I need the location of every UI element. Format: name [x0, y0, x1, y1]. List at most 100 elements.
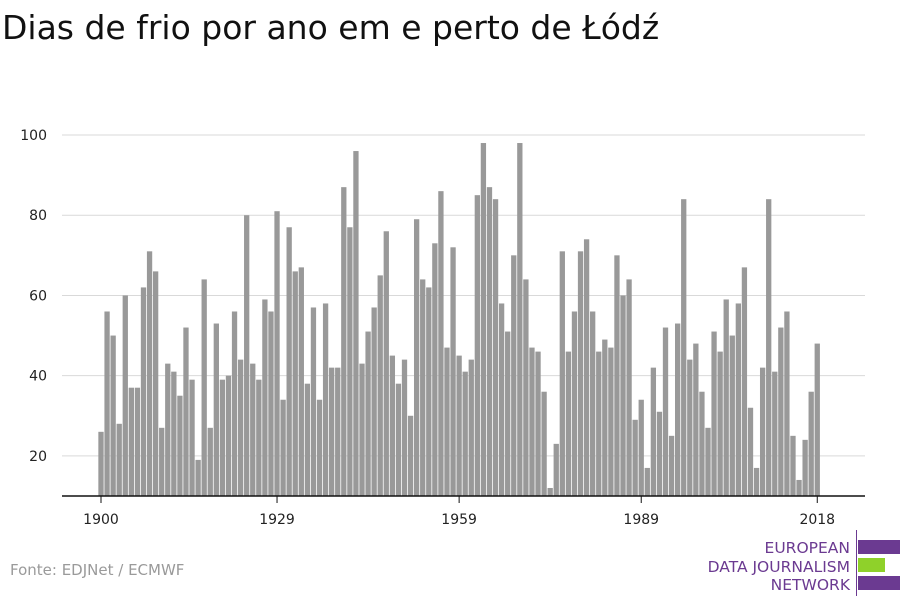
bar-2003 — [723, 299, 729, 496]
bar-1957 — [444, 347, 450, 496]
bar-1935 — [310, 307, 317, 496]
bar-1953 — [420, 279, 426, 496]
bar-2011 — [772, 371, 778, 496]
bar-1989 — [638, 399, 644, 496]
bar-1905 — [128, 387, 134, 496]
bar-1982 — [596, 351, 602, 496]
bar-1997 — [687, 359, 693, 496]
logo-line-1: EUROPEAN — [764, 539, 850, 557]
bar-1959 — [456, 355, 462, 496]
bar-1988 — [632, 419, 638, 496]
x-tick-label: 2018 — [799, 512, 835, 528]
bar-1954 — [426, 287, 432, 496]
source-note: Fonte: EDJNet / ECMWF — [10, 561, 185, 579]
bar-2016 — [802, 439, 808, 496]
bar-1902 — [110, 335, 116, 496]
bar-1976 — [559, 251, 565, 496]
bar-1938 — [329, 367, 335, 496]
bar-1947 — [383, 231, 389, 496]
bar-1960 — [462, 371, 468, 496]
bar-1949 — [395, 383, 402, 496]
bar-1940 — [341, 187, 347, 496]
bar-2002 — [717, 351, 723, 496]
bar-2017 — [808, 391, 814, 496]
bar-1996 — [681, 199, 687, 496]
bar-1907 — [140, 287, 147, 496]
logo-bar-purple-bottom — [858, 576, 900, 590]
bar-1962 — [474, 195, 480, 496]
bar-1913 — [177, 395, 183, 496]
bar-1926 — [256, 379, 262, 496]
bar-1903 — [116, 423, 122, 496]
bar-1970 — [523, 279, 529, 496]
bar-1916 — [195, 459, 201, 496]
bar-1966 — [498, 303, 505, 496]
bar-1934 — [304, 383, 311, 496]
bar-1937 — [322, 303, 329, 496]
bar-1900 — [98, 431, 104, 496]
bar-1967 — [505, 331, 511, 496]
bar-1925 — [250, 363, 256, 496]
bar-1950 — [401, 359, 408, 496]
bar-1922 — [231, 311, 238, 496]
y-tick-label: 80 — [29, 208, 47, 224]
bar-1919 — [213, 323, 219, 496]
bar-1994 — [668, 435, 675, 496]
bar-1963 — [480, 143, 487, 496]
bar-1965 — [492, 199, 499, 496]
bar-1928 — [268, 311, 274, 496]
bar-1983 — [602, 339, 608, 496]
bar-2000 — [705, 427, 711, 496]
x-tick-label: 1959 — [441, 512, 477, 528]
bar-1914 — [183, 327, 189, 496]
bar-1984 — [608, 347, 614, 496]
bar-1951 — [407, 415, 414, 496]
chart-title: Dias de frio por ano em e perto de Łódź — [2, 8, 660, 47]
bar-1942 — [353, 151, 359, 497]
bar-1986 — [620, 295, 626, 496]
bar-1915 — [189, 379, 195, 496]
logo-divider — [856, 530, 857, 596]
bar-1969 — [517, 143, 523, 496]
logo-bar-green — [858, 558, 885, 572]
bars — [98, 143, 820, 497]
bar-2007 — [747, 407, 754, 496]
bar-1933 — [298, 267, 304, 496]
bar-1936 — [316, 399, 323, 496]
bar-1901 — [104, 311, 110, 496]
bar-1941 — [347, 227, 353, 496]
bar-1961 — [468, 359, 474, 496]
bar-1990 — [644, 467, 650, 496]
bar-1924 — [244, 215, 250, 496]
bar-1999 — [699, 391, 705, 496]
bar-1904 — [122, 295, 128, 496]
bar-1993 — [662, 327, 669, 496]
bar-1917 — [201, 279, 207, 496]
bar-1910 — [159, 427, 165, 496]
bar-1939 — [335, 367, 341, 496]
y-tick-label: 100 — [20, 128, 47, 144]
bar-1932 — [292, 271, 298, 496]
bar-1909 — [152, 271, 159, 496]
y-tick-label: 60 — [29, 288, 47, 304]
bar-1964 — [486, 187, 493, 496]
bar-2009 — [759, 367, 766, 496]
bar-1920 — [219, 379, 226, 496]
bar-1931 — [286, 227, 292, 496]
bar-1979 — [577, 251, 584, 496]
bar-2015 — [796, 479, 802, 496]
x-tick-labels: 1900 1929 1959 1989 2018 — [83, 496, 835, 528]
bar-1958 — [450, 247, 456, 496]
x-tick-label: 1929 — [259, 512, 295, 528]
bar-2010 — [766, 199, 772, 496]
bar-1971 — [529, 347, 535, 496]
bar-2018 — [814, 343, 820, 496]
bar-2014 — [790, 435, 796, 496]
bar-1930 — [280, 399, 286, 496]
bar-1972 — [535, 351, 541, 496]
bar-1944 — [365, 331, 371, 496]
x-tick-label: 1989 — [623, 512, 659, 528]
bar-1991 — [650, 367, 657, 496]
bar-1995 — [675, 323, 681, 496]
